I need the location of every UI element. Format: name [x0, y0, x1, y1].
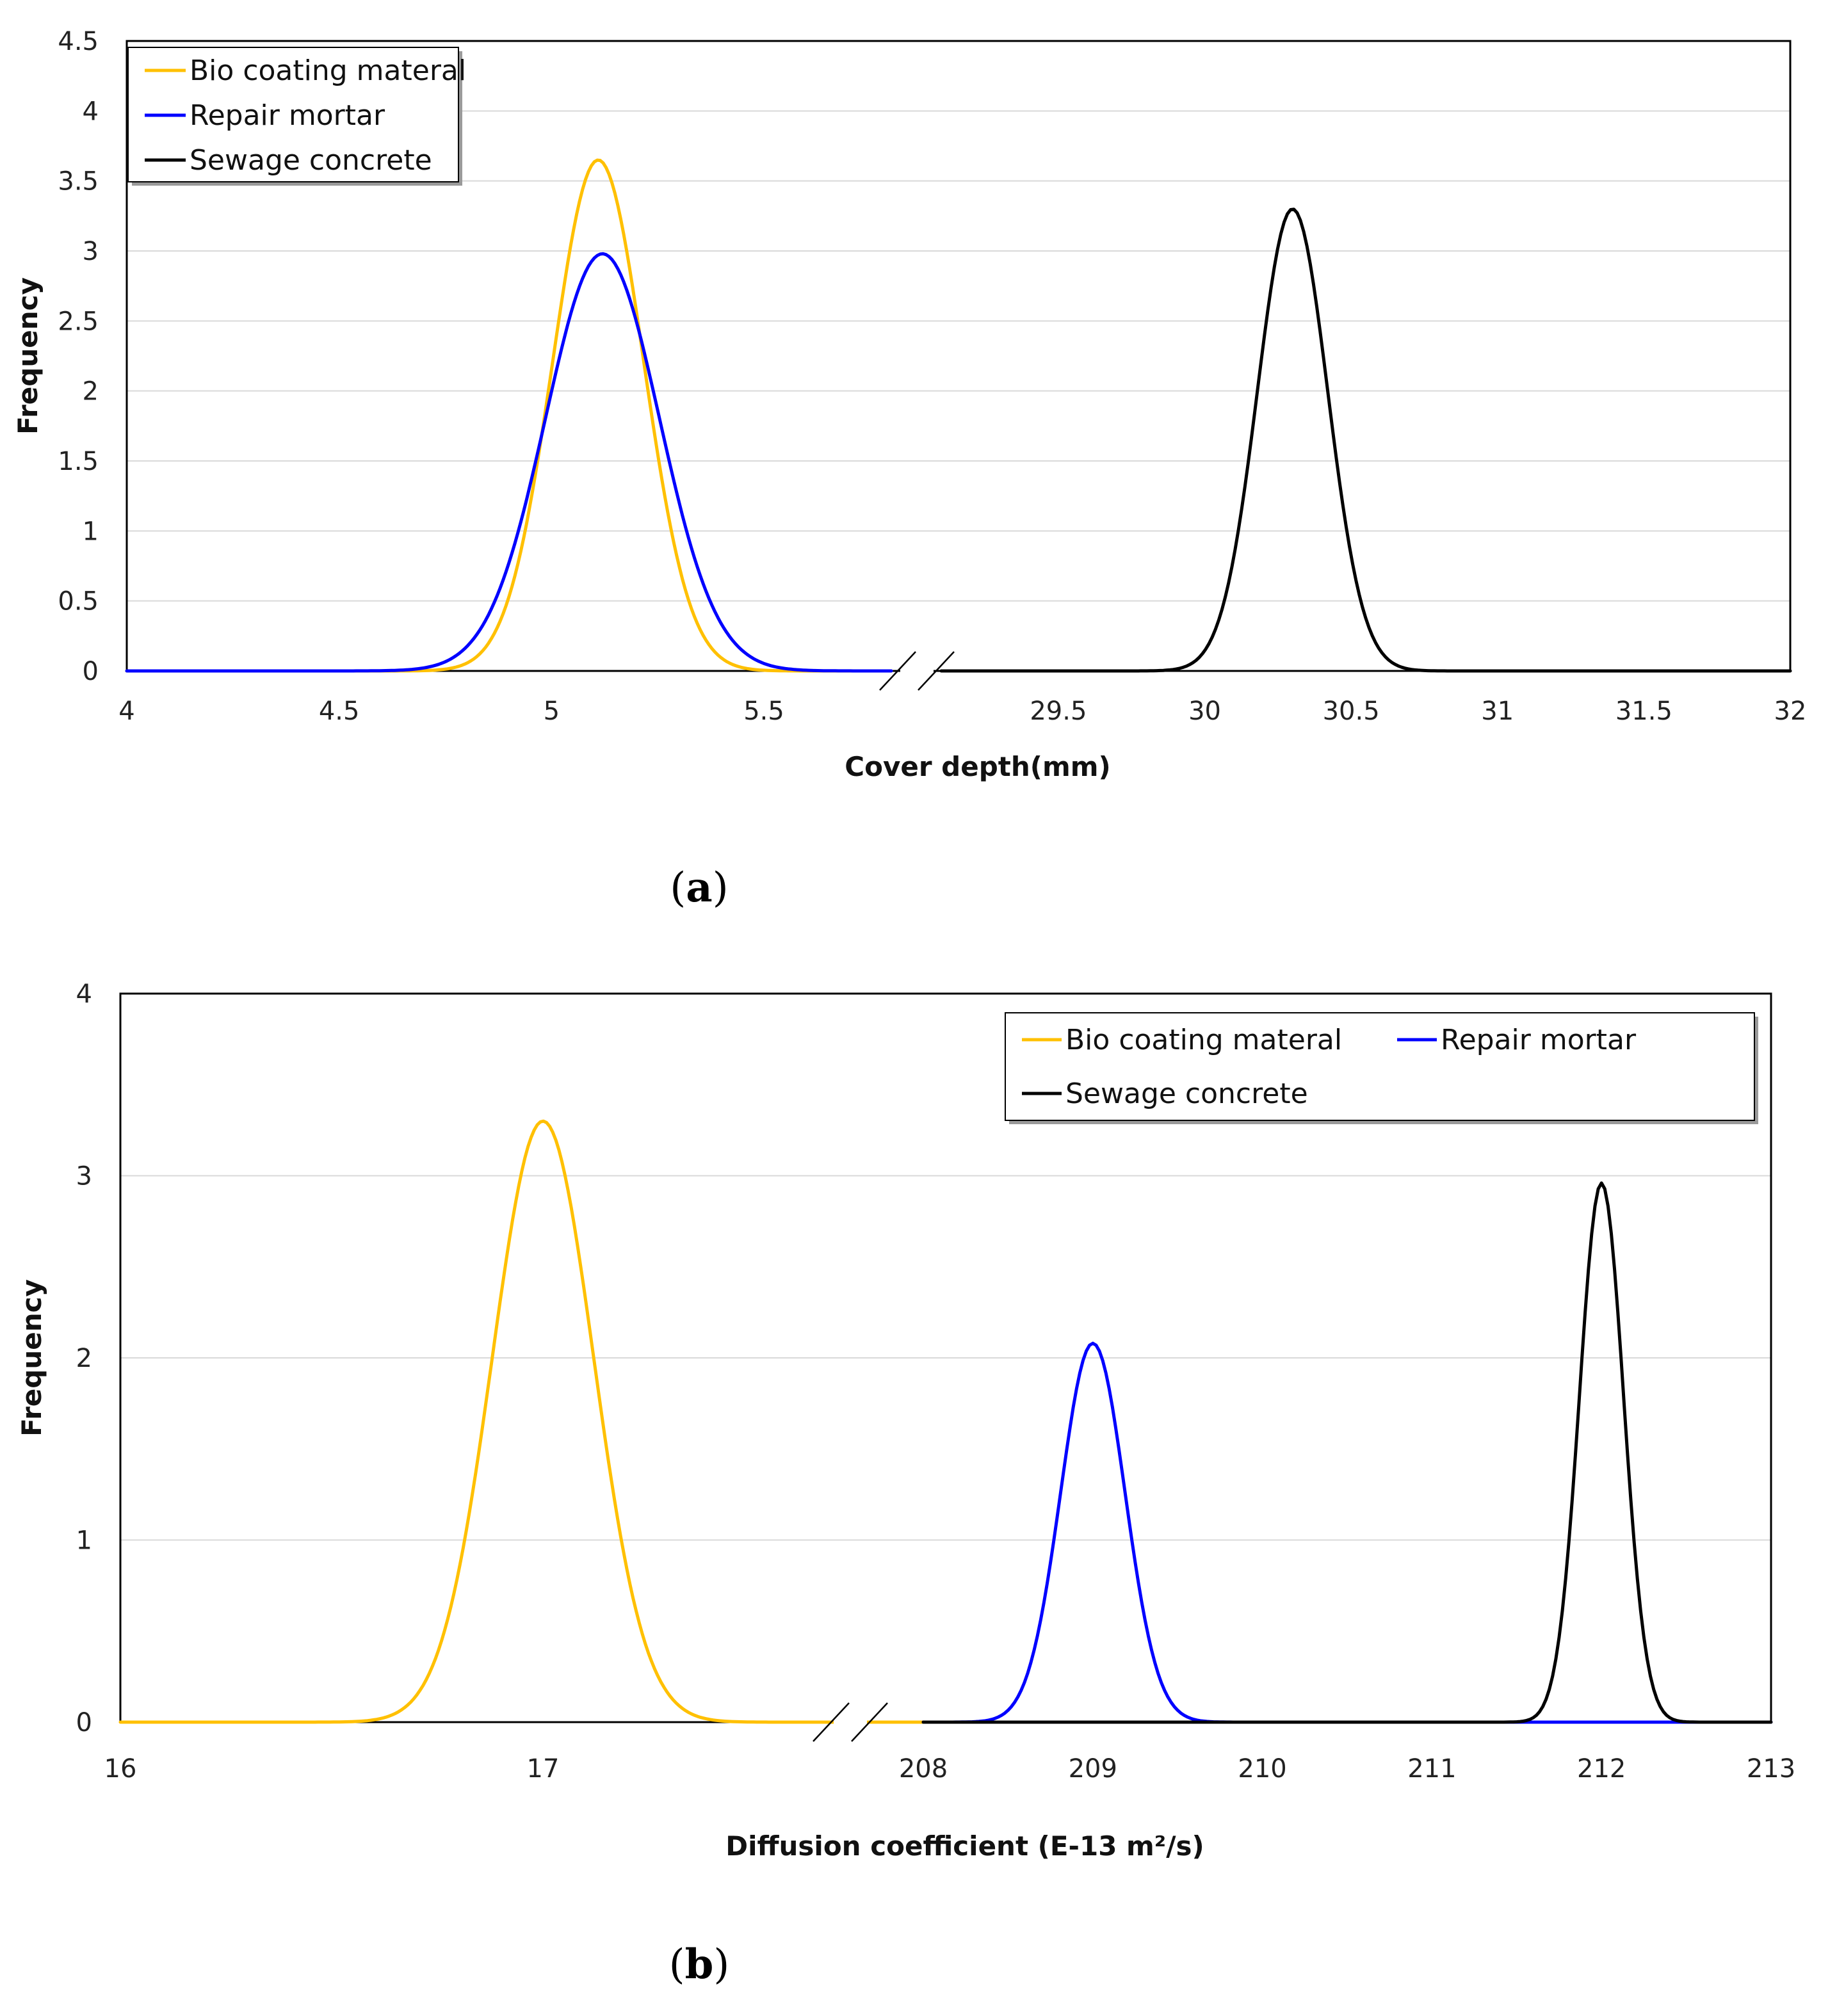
series-line-sewage-concrete	[921, 1181, 1773, 1724]
x-tick-label: 32	[1774, 697, 1807, 726]
y-tick-label: 3	[83, 237, 99, 266]
x-tick-label: 29.5	[1030, 697, 1087, 726]
y-tick-label: 4	[76, 980, 92, 1009]
legend-entry: Repair mortar	[1441, 1024, 1637, 1056]
y-axis-title: Frequency	[16, 1279, 47, 1437]
chart-panel-a: 0 0.5 1 1.5 2 2.5 3 3.5 4 4.5 4 4.5 5 5.5 29.5 30 30.5 31…	[12, 27, 1806, 912]
legend: Bio coating materal Repair mortar Sewage c…	[1005, 1012, 1758, 1124]
y-tick-label: 3.5	[58, 167, 99, 197]
y-tick-label: 1	[76, 1526, 92, 1556]
x-axis-title: Diffusion coefficient (E-13 m²/s)	[725, 1830, 1204, 1862]
x-tick-label: 16	[104, 1754, 137, 1784]
series-line-bio-coating-materal	[125, 158, 893, 673]
x-tick-label: 5.5	[743, 697, 784, 726]
legend-entry: Sewage concrete	[190, 144, 432, 177]
y-tick-label: 4	[83, 97, 99, 126]
legend-entry: Bio coating materal	[190, 54, 466, 87]
y-tick-label: 0	[76, 1708, 92, 1738]
y-tick-label: 2	[76, 1344, 92, 1373]
y-tick-label: 1.5	[58, 447, 99, 476]
series-line-repair-mortar	[921, 1341, 1773, 1724]
y-tick-label: 3	[76, 1162, 92, 1191]
panel-caption: (a)	[670, 864, 728, 912]
series-line-repair-mortar	[125, 252, 893, 673]
x-tick-label: 209	[1069, 1754, 1117, 1784]
x-tick-label: 5	[544, 697, 560, 726]
x-tick-label: 31	[1481, 697, 1514, 726]
axis-break-gap	[834, 1717, 867, 1727]
y-tick-label: 2	[83, 377, 99, 407]
axis-break-mark	[918, 651, 955, 691]
x-tick-label: 30	[1188, 697, 1221, 726]
y-tick-label: 1	[83, 517, 99, 546]
x-tick-label: 17	[527, 1754, 560, 1784]
x-tick-label: 4	[118, 697, 134, 726]
axis-break-mark	[879, 651, 916, 691]
legend: Bio coating materal Repair mortar Sewage c…	[127, 47, 466, 186]
y-tick-label: 2.5	[58, 307, 99, 336]
panel-caption: (b)	[669, 1940, 730, 1988]
x-tick-label: 212	[1577, 1754, 1626, 1784]
series-line-bio-coating-materal	[118, 1119, 925, 1724]
chart-panel-b: 0 1 2 3 4 16 17 208 209 210 211 212 213 Diffusion coe…	[16, 980, 1795, 1988]
x-tick-label: 31.5	[1615, 697, 1672, 726]
y-tick-label: 0	[83, 657, 99, 686]
x-tick-label: 210	[1238, 1754, 1286, 1784]
legend-box	[1005, 1012, 1755, 1121]
y-tick-label: 0.5	[58, 587, 99, 617]
axis-break-mark	[851, 1702, 888, 1742]
axis-break-mark	[813, 1702, 850, 1742]
x-tick-label: 213	[1747, 1754, 1795, 1784]
legend-entry: Sewage concrete	[1065, 1077, 1308, 1110]
x-tick-label: 208	[899, 1754, 948, 1784]
x-tick-label: 211	[1407, 1754, 1456, 1784]
y-tick-label: 4.5	[58, 27, 99, 56]
x-tick-label: 4.5	[319, 697, 360, 726]
legend-entry: Repair mortar	[190, 99, 385, 132]
legend-entry: Bio coating materal	[1065, 1024, 1342, 1056]
y-axis-title: Frequency	[12, 277, 44, 435]
x-tick-label: 30.5	[1323, 697, 1380, 726]
x-axis-title: Cover depth(mm)	[845, 751, 1110, 782]
axis-break-gap	[900, 666, 934, 676]
series-line-sewage-concrete	[939, 207, 1792, 673]
